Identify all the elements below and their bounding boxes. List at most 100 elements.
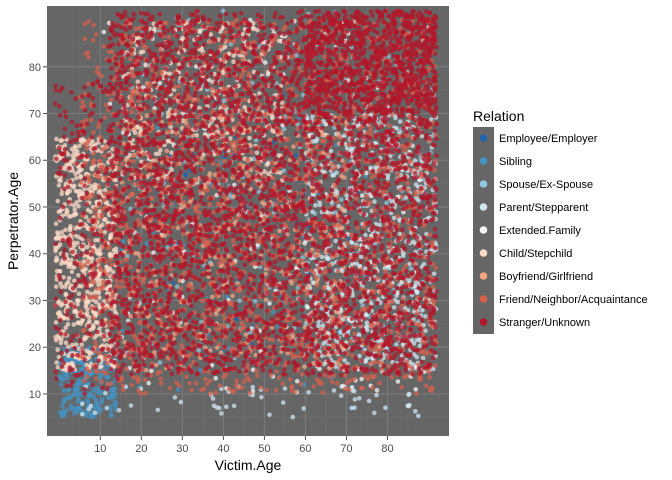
point-friend-neighbor-acquaintance [416, 362, 421, 368]
point-child-stepchild [56, 335, 62, 341]
point-friend-neighbor-acquaintance [119, 200, 124, 205]
point-friend-neighbor-acquaintance [433, 363, 438, 369]
point-parent-stepparent [414, 195, 419, 201]
point-child-stepchild [53, 258, 59, 264]
point-extended-family [157, 80, 162, 86]
point-child-stepchild [85, 207, 91, 213]
point-friend-neighbor-acquaintance [87, 368, 92, 374]
point-sibling [94, 385, 100, 391]
point-friend-neighbor-acquaintance [311, 270, 317, 276]
point-child-stepchild [79, 190, 85, 196]
point-boyfriend-girlfriend [207, 171, 213, 176]
point-child-stepchild [59, 284, 65, 290]
point-child-stepchild [70, 153, 75, 158]
point-parent-stepparent [417, 343, 423, 349]
point-extended-family [323, 121, 329, 127]
point-friend-neighbor-acquaintance [97, 134, 103, 140]
point-friend-neighbor-acquaintance [225, 38, 230, 44]
point-extended-family [149, 368, 154, 374]
point-friend-neighbor-acquaintance [158, 376, 164, 381]
point-friend-neighbor-acquaintance [422, 223, 427, 229]
point-parent-stepparent [364, 324, 369, 329]
point-friend-neighbor-acquaintance [166, 34, 172, 40]
point-friend-neighbor-acquaintance [189, 387, 194, 393]
point-friend-neighbor-acquaintance [348, 339, 354, 344]
point-parent-stepparent [385, 176, 391, 181]
point-employee-employer [170, 280, 176, 286]
point-friend-neighbor-acquaintance [202, 188, 208, 194]
point-parent-stepparent [334, 170, 339, 175]
point-child-stepchild [71, 322, 77, 327]
point-friend-neighbor-acquaintance [152, 283, 158, 288]
point-friend-neighbor-acquaintance [205, 182, 210, 188]
point-parent-stepparent [363, 359, 368, 365]
point-parent-stepparent [364, 320, 370, 326]
point-friend-neighbor-acquaintance [178, 45, 184, 50]
point-friend-neighbor-acquaintance [320, 390, 326, 395]
point-child-stepchild [54, 360, 59, 365]
point-friend-neighbor-acquaintance [232, 124, 238, 130]
point-parent-stepparent [250, 384, 255, 390]
point-sibling [270, 309, 276, 315]
point-child-stepchild [73, 226, 78, 231]
point-friend-neighbor-acquaintance [433, 265, 439, 271]
point-parent-stepparent [423, 328, 428, 334]
point-friend-neighbor-acquaintance [240, 325, 246, 331]
point-parent-stepparent [280, 400, 286, 405]
point-friend-neighbor-acquaintance [82, 21, 88, 27]
point-friend-neighbor-acquaintance [147, 84, 153, 89]
point-friend-neighbor-acquaintance [407, 158, 413, 163]
point-friend-neighbor-acquaintance [207, 378, 213, 384]
point-friend-neighbor-acquaintance [203, 376, 208, 382]
point-friend-neighbor-acquaintance [176, 84, 182, 89]
point-child-stepchild [90, 326, 95, 332]
point-child-stepchild [57, 269, 63, 274]
point-sibling [175, 387, 181, 393]
point-friend-neighbor-acquaintance [273, 201, 278, 206]
point-friend-neighbor-acquaintance [368, 128, 374, 134]
point-friend-neighbor-acquaintance [90, 192, 95, 198]
point-friend-neighbor-acquaintance [246, 71, 252, 77]
point-parent-stepparent [282, 386, 288, 391]
point-parent-stepparent [301, 406, 307, 411]
point-sibling [88, 413, 94, 419]
point-parent-stepparent [413, 288, 419, 294]
point-parent-stepparent [357, 353, 362, 359]
point-friend-neighbor-acquaintance [94, 286, 99, 291]
point-sibling [93, 400, 99, 406]
point-child-stepchild [58, 340, 64, 346]
point-friend-neighbor-acquaintance [368, 361, 373, 367]
point-parent-stepparent [374, 392, 379, 398]
point-friend-neighbor-acquaintance [187, 381, 192, 386]
point-boyfriend-girlfriend [341, 175, 347, 180]
point-friend-neighbor-acquaintance [83, 142, 88, 147]
point-friend-neighbor-acquaintance [99, 379, 104, 384]
point-friend-neighbor-acquaintance [239, 72, 245, 78]
point-friend-neighbor-acquaintance [283, 300, 289, 306]
point-friend-neighbor-acquaintance [174, 380, 179, 386]
point-parent-stepparent [210, 396, 216, 401]
point-friend-neighbor-acquaintance [193, 381, 199, 386]
point-extended-family [395, 290, 401, 295]
point-friend-neighbor-acquaintance [101, 44, 107, 49]
point-parent-stepparent [317, 202, 323, 207]
point-friend-neighbor-acquaintance [249, 150, 254, 155]
point-friend-neighbor-acquaintance [94, 343, 99, 349]
point-sibling [60, 404, 65, 409]
point-extended-family [213, 376, 218, 381]
point-friend-neighbor-acquaintance [330, 379, 335, 385]
point-parent-stepparent [104, 405, 110, 411]
point-friend-neighbor-acquaintance [97, 158, 102, 164]
point-friend-neighbor-acquaintance [97, 265, 103, 270]
point-friend-neighbor-acquaintance [314, 283, 320, 288]
point-child-stepchild [111, 248, 117, 253]
point-friend-neighbor-acquaintance [91, 280, 97, 285]
point-friend-neighbor-acquaintance [95, 65, 100, 70]
point-sibling [85, 398, 90, 403]
point-parent-stepparent [414, 337, 420, 343]
point-parent-stepparent [394, 342, 399, 347]
point-sibling [112, 386, 117, 392]
point-friend-neighbor-acquaintance [253, 314, 259, 320]
point-friend-neighbor-acquaintance [388, 329, 394, 335]
point-sibling [79, 360, 84, 365]
